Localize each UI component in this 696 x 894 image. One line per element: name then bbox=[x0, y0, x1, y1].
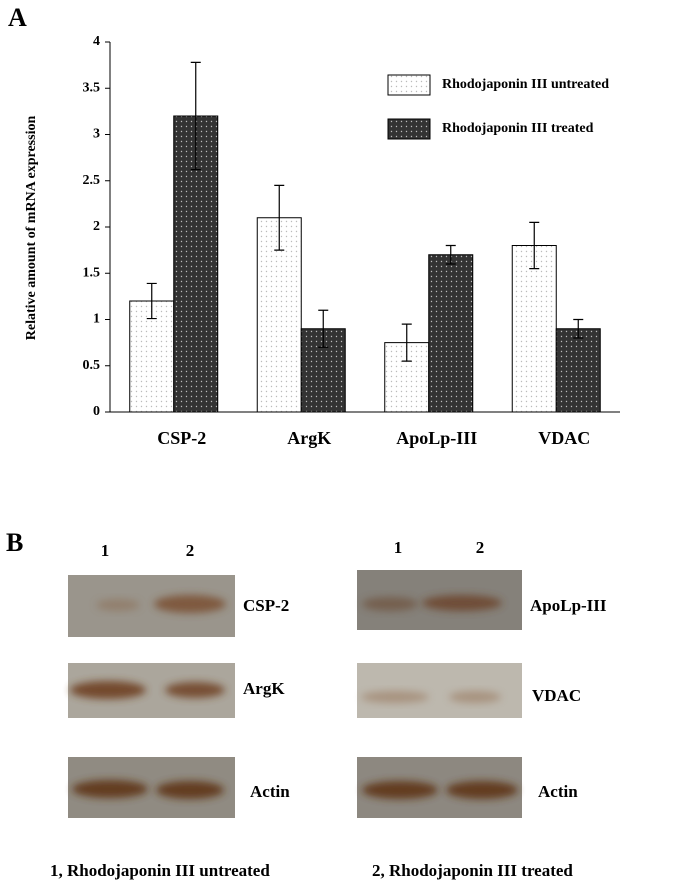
y-tick-label: 4 bbox=[93, 34, 100, 49]
legend-swatch bbox=[387, 118, 431, 140]
lane-label: 1 bbox=[101, 541, 110, 560]
x-tick-label: CSP-2 bbox=[157, 428, 206, 448]
lane-label: 1 bbox=[394, 538, 403, 557]
legend-text: 2, Rhodojaponin III treated bbox=[372, 861, 573, 880]
y-tick-label: 3 bbox=[93, 127, 100, 142]
bar bbox=[129, 300, 175, 413]
error-bar bbox=[190, 61, 201, 171]
y-tick-label: 3.5 bbox=[83, 80, 101, 95]
y-tick-label: 1 bbox=[93, 312, 100, 327]
legend-swatch bbox=[387, 74, 431, 96]
y-tick-label: 2 bbox=[93, 219, 100, 234]
blot bbox=[357, 663, 522, 718]
blot-label: ApoLp-III bbox=[530, 596, 607, 615]
error-bar bbox=[146, 282, 157, 320]
panel-label: B bbox=[6, 528, 23, 557]
x-tick-label: ArgK bbox=[287, 428, 331, 448]
legend-text: 1, Rhodojaponin III untreated bbox=[50, 861, 270, 880]
y-tick-label: 0.5 bbox=[83, 358, 101, 373]
y-tick-label: 1.5 bbox=[83, 265, 101, 280]
y-tick-label: 0 bbox=[93, 404, 100, 419]
error-bar bbox=[274, 184, 285, 251]
bar-chart: 0 0.5 1 1.5 2 2.5 3 3.5 4 CSP-2 ArgK ApoLp-III VDAC R… bbox=[83, 34, 620, 448]
error-bar bbox=[318, 309, 329, 348]
blot-label: ArgK bbox=[243, 679, 285, 698]
error-bar bbox=[445, 244, 456, 265]
x-tick-label: ApoLp-III bbox=[396, 428, 477, 448]
bar bbox=[511, 245, 557, 413]
bar bbox=[300, 328, 346, 413]
error-bar bbox=[529, 221, 540, 270]
blot bbox=[357, 570, 522, 630]
blot-label: Actin bbox=[250, 782, 290, 801]
y-axis-title: Relative amount of mRNA expression bbox=[24, 116, 39, 341]
legend-label: Rhodojaponin III untreated bbox=[442, 77, 609, 92]
blot-label: Actin bbox=[538, 782, 578, 801]
lane-label: 2 bbox=[476, 538, 485, 557]
bar bbox=[384, 342, 430, 413]
panel-label: A bbox=[8, 3, 27, 32]
error-bar bbox=[401, 323, 412, 362]
blot bbox=[357, 757, 522, 818]
y-tick-label: 2.5 bbox=[83, 173, 101, 188]
bar bbox=[555, 328, 601, 413]
blot bbox=[68, 757, 235, 818]
lane-label: 2 bbox=[186, 541, 195, 560]
blot bbox=[68, 663, 235, 718]
blot bbox=[68, 575, 235, 637]
legend-label: Rhodojaponin III treated bbox=[442, 121, 594, 136]
error-bar bbox=[573, 318, 584, 339]
blot-label: VDAC bbox=[532, 686, 581, 705]
blot-label: CSP-2 bbox=[243, 596, 289, 615]
x-tick-label: VDAC bbox=[538, 428, 590, 448]
bar bbox=[428, 254, 474, 413]
